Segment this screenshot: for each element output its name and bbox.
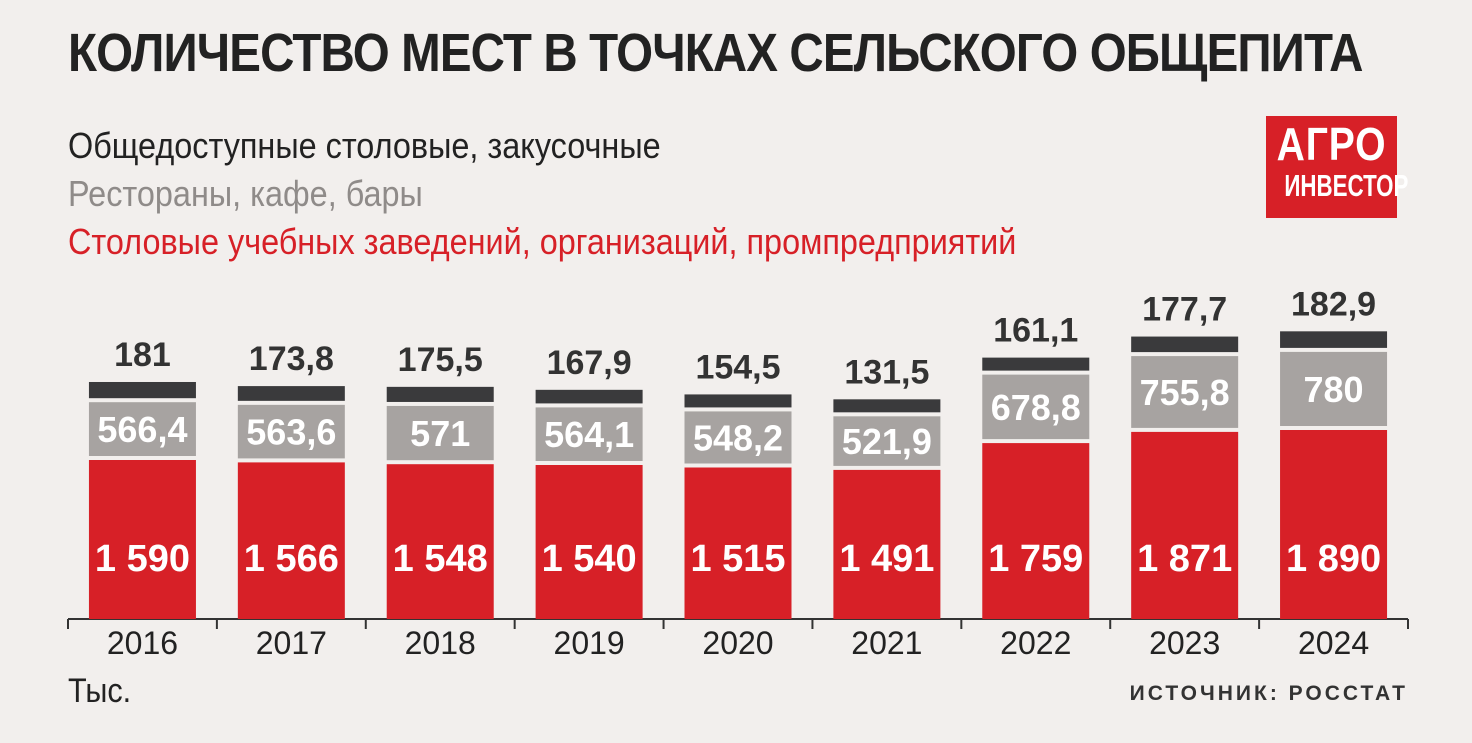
logo-line-1: АГРО: [1276, 118, 1387, 170]
x-tick-label: 2017: [256, 625, 327, 661]
x-tick-label: 2016: [107, 625, 178, 661]
data-label-restaurants: 678,8: [991, 387, 1081, 428]
data-label-institution-canteens: 1 590: [95, 538, 190, 580]
bar-segment-institution-canteens: [982, 443, 1090, 619]
legend: Общедоступные столовые, закусочные Ресто…: [68, 122, 1122, 266]
data-label-restaurants: 563,6: [246, 412, 336, 453]
data-label-restaurants: 566,4: [97, 409, 187, 450]
data-label-restaurants: 521,9: [842, 421, 932, 462]
data-label-restaurants: 571: [410, 413, 470, 454]
bar-segment-public-canteens: [684, 394, 792, 408]
bar-segment-restaurants: [386, 405, 494, 461]
data-label-restaurants: 548,2: [693, 417, 783, 458]
data-label-institution-canteens: 1 548: [393, 538, 488, 580]
legend-item-institution-canteens: Столовые учебных заведений, организаций,…: [68, 221, 1017, 262]
data-label-institution-canteens: 1 759: [988, 538, 1083, 580]
bar-segment-institution-canteens: [88, 460, 196, 619]
bar-segment-public-canteens: [237, 386, 345, 401]
x-tick-label: 2018: [405, 625, 476, 661]
x-tick-label: 2022: [1000, 625, 1071, 661]
bar-segment-public-canteens: [535, 389, 643, 404]
data-label-public-canteens: 154,5: [695, 348, 780, 386]
bar-segment-restaurants: [237, 404, 345, 459]
data-label-public-canteens: 131,5: [844, 353, 929, 391]
data-label-institution-canteens: 1 515: [690, 538, 785, 580]
bar-segment-restaurants: [684, 411, 792, 464]
bar-segment-institution-canteens: [1280, 430, 1388, 619]
data-label-public-canteens: 177,7: [1142, 291, 1227, 329]
bar-segment-public-canteens: [833, 399, 941, 413]
data-label-public-canteens: 175,5: [398, 341, 483, 379]
bar-segment-institution-canteens: [237, 462, 345, 619]
bar-segment-public-canteens: [88, 381, 196, 399]
legend-item-public-canteens: Общедоступные столовые, закусочные: [68, 125, 661, 166]
x-tick-label: 2024: [1298, 625, 1369, 661]
data-label-institution-canteens: 1 566: [244, 538, 339, 580]
bar-segment-institution-canteens: [1131, 431, 1239, 619]
data-label-institution-canteens: 1 890: [1286, 538, 1381, 580]
agroinvestor-logo: АГРО ИНВЕСТОР: [1266, 116, 1408, 218]
bar-segment-public-canteens: [982, 357, 1090, 371]
bar-segment-public-canteens: [1280, 331, 1388, 348]
data-label-public-canteens: 167,9: [547, 344, 632, 382]
x-tick-label: 2023: [1149, 625, 1220, 661]
bar-segment-restaurants: [88, 402, 196, 456]
bar-segment-restaurants: [535, 407, 643, 461]
x-tick-label: 2021: [851, 625, 922, 661]
bar-segment-institution-canteens: [386, 464, 494, 619]
data-label-public-canteens: 181: [114, 336, 171, 374]
bar-segment-public-canteens: [386, 386, 494, 402]
data-label-restaurants: 564,1: [544, 414, 634, 455]
bar-segment-public-canteens: [1131, 336, 1239, 353]
bar-segment-institution-canteens: [535, 465, 643, 619]
data-label-restaurants: 780: [1304, 369, 1364, 410]
data-label-institution-canteens: 1 491: [839, 538, 934, 580]
data-label-restaurants: 755,8: [1140, 372, 1230, 413]
data-label-public-canteens: 173,8: [249, 340, 334, 378]
data-label-public-canteens: 182,9: [1291, 285, 1376, 323]
bar-segment-restaurants: [833, 416, 941, 466]
unit-label: Тыс.: [68, 672, 132, 710]
bar-segment-restaurants: [1280, 351, 1388, 426]
bar-segment-restaurants: [1131, 356, 1239, 428]
legend-item-restaurants: Рестораны, кафе, бары: [68, 173, 423, 214]
data-label-public-canteens: 161,1: [993, 312, 1078, 350]
bar-segment-institution-canteens: [684, 467, 792, 619]
chart-title: КОЛИЧЕСТВО МЕСТ В ТОЧКАХ СЕЛЬСКОГО ОБЩЕП…: [68, 23, 1363, 83]
bar-segment-restaurants: [982, 374, 1090, 440]
data-label-institution-canteens: 1 871: [1137, 538, 1232, 580]
data-label-institution-canteens: 1 540: [542, 538, 637, 580]
source-label: ИСТОЧНИК: РОССТАТ: [1129, 682, 1408, 705]
x-tick-label: 2019: [554, 625, 625, 661]
bar-segment-institution-canteens: [833, 469, 941, 619]
x-tick-label: 2020: [702, 625, 773, 661]
